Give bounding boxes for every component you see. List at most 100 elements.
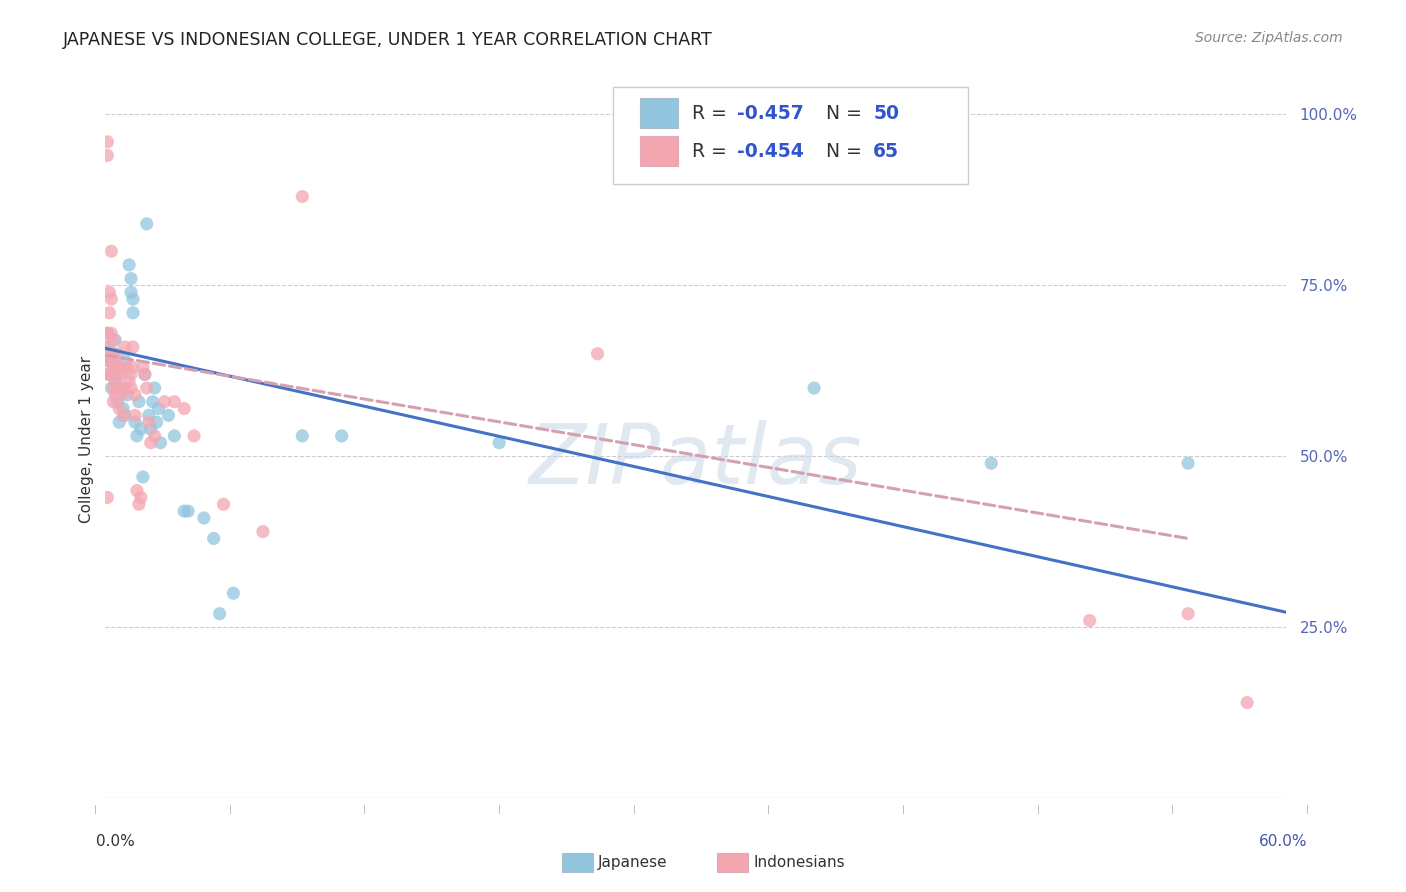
Point xyxy=(488,435,510,450)
Point xyxy=(105,368,128,382)
Point xyxy=(104,333,127,347)
Point xyxy=(125,429,148,443)
Point xyxy=(114,409,136,423)
Text: Indonesians: Indonesians xyxy=(754,855,845,870)
Point xyxy=(114,381,136,395)
Text: Japanese: Japanese xyxy=(598,855,668,870)
Text: JAPANESE VS INDONESIAN COLLEGE, UNDER 1 YEAR CORRELATION CHART: JAPANESE VS INDONESIAN COLLEGE, UNDER 1 … xyxy=(63,31,713,49)
Point xyxy=(100,292,122,306)
Y-axis label: College, Under 1 year: College, Under 1 year xyxy=(79,356,94,523)
Text: |: | xyxy=(498,805,501,814)
Text: 65: 65 xyxy=(873,142,898,161)
Point xyxy=(163,394,186,409)
Point xyxy=(122,306,145,320)
Point xyxy=(96,135,118,149)
Point xyxy=(120,271,142,285)
Point xyxy=(100,368,122,382)
Point xyxy=(98,285,121,300)
Point xyxy=(139,435,162,450)
Point xyxy=(143,381,166,395)
Point xyxy=(105,368,128,382)
Point xyxy=(96,326,118,341)
Text: 60.0%: 60.0% xyxy=(1260,834,1308,848)
Point xyxy=(132,360,155,375)
Point xyxy=(103,360,125,375)
Point xyxy=(124,388,146,402)
Point xyxy=(134,368,156,382)
Bar xyxy=(641,136,678,167)
Point xyxy=(202,532,225,546)
Point xyxy=(330,429,353,443)
Text: |: | xyxy=(229,805,232,814)
Point xyxy=(183,429,205,443)
Point xyxy=(98,347,121,361)
Point xyxy=(103,381,125,395)
Point xyxy=(100,353,122,368)
Point xyxy=(1177,607,1199,621)
Point xyxy=(124,409,146,423)
Point xyxy=(98,306,121,320)
Point xyxy=(98,368,121,382)
Point xyxy=(96,148,118,162)
Point xyxy=(128,394,150,409)
Point xyxy=(132,470,155,484)
Point xyxy=(138,409,160,423)
Point xyxy=(110,381,132,395)
Point xyxy=(114,340,136,354)
Point xyxy=(108,401,131,416)
Text: N =: N = xyxy=(825,103,868,123)
Point xyxy=(142,394,165,409)
Text: 50: 50 xyxy=(873,103,898,123)
Point xyxy=(96,491,118,505)
Point xyxy=(104,374,127,388)
Point xyxy=(112,409,135,423)
Point xyxy=(291,429,314,443)
Point xyxy=(118,374,141,388)
Point xyxy=(120,381,142,395)
Point xyxy=(114,360,136,375)
Point xyxy=(134,368,156,382)
Point xyxy=(153,394,176,409)
Point xyxy=(143,429,166,443)
Point xyxy=(803,381,825,395)
Text: |: | xyxy=(94,805,97,814)
Point xyxy=(1078,614,1101,628)
Point xyxy=(138,415,160,429)
Point xyxy=(193,511,215,525)
Point xyxy=(98,353,121,368)
Text: -0.454: -0.454 xyxy=(737,142,804,161)
Text: |: | xyxy=(1171,805,1174,814)
Text: |: | xyxy=(1036,805,1039,814)
Point xyxy=(122,340,145,354)
Point xyxy=(128,497,150,511)
Point xyxy=(173,401,195,416)
Point xyxy=(105,347,128,361)
Point xyxy=(163,429,186,443)
Point xyxy=(100,326,122,341)
Point xyxy=(148,401,170,416)
Text: |: | xyxy=(1306,805,1309,814)
Point xyxy=(100,244,122,259)
Point xyxy=(212,497,235,511)
Point xyxy=(108,381,131,395)
Point xyxy=(139,422,162,436)
Point xyxy=(122,360,145,375)
Text: -0.457: -0.457 xyxy=(737,103,804,123)
Point xyxy=(103,394,125,409)
Bar xyxy=(641,98,678,128)
Point xyxy=(100,381,122,395)
Point xyxy=(103,333,125,347)
Point xyxy=(98,353,121,368)
Point xyxy=(110,388,132,402)
Point xyxy=(149,435,172,450)
Text: 0.0%: 0.0% xyxy=(96,834,135,848)
Point xyxy=(125,483,148,498)
Point xyxy=(586,347,609,361)
Point xyxy=(105,381,128,395)
Point xyxy=(103,360,125,375)
Point xyxy=(114,353,136,368)
Point xyxy=(129,491,152,505)
Point xyxy=(980,456,1002,470)
Point xyxy=(208,607,231,621)
Point xyxy=(120,285,142,300)
